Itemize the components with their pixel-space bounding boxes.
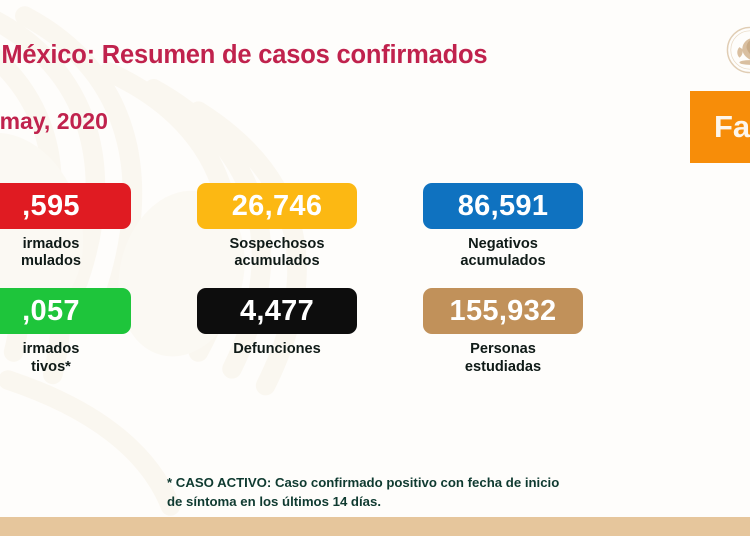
stat-pill: ,595 — [0, 183, 131, 229]
phase-badge-label: Fas — [714, 109, 750, 144]
stat-pill: 4,477 — [197, 288, 357, 335]
mexican-eagle-seal-icon — [726, 26, 750, 74]
stat-label: Personas estudiadas — [464, 341, 542, 375]
bottom-accent-bar — [0, 517, 750, 536]
stat-value: 26,746 — [231, 189, 323, 222]
stat-value: 4,477 — [239, 294, 315, 327]
page-title: D-19 México: Resumen de casos confirmado… — [0, 41, 488, 69]
stat-card-confirmados-activos: ,057 irmados tivos* — [0, 288, 164, 375]
stat-label: Sospechosos acumulados — [229, 236, 325, 270]
stat-pill: 26,746 — [197, 183, 357, 229]
salud-logo: SA SECRE — [726, 26, 750, 74]
page-subtitle: o – 14 may, 2020 — [0, 108, 108, 134]
stat-label: irmados mulados — [20, 236, 81, 270]
stat-card-defunciones: 4,477 Defunciones — [164, 288, 390, 375]
stat-pill: 155,932 — [423, 288, 583, 335]
stat-value: ,595 — [22, 189, 80, 222]
stat-card-row: ,057 irmados tivos* 4,477 Defunciones 15… — [0, 288, 618, 375]
stat-cards: ,595 irmados mulados 26,746 Sospechosos … — [0, 183, 618, 394]
footnote-line-1: * CASO ACTIVO: Caso confirmado positivo … — [167, 475, 560, 490]
stat-pill: ,057 — [0, 288, 131, 335]
stat-label: Defunciones — [233, 341, 321, 358]
stat-card-personas-estudiadas: 155,932 Personas estudiadas — [390, 288, 616, 375]
stat-value: 86,591 — [457, 189, 549, 222]
stat-label: irmados tivos* — [22, 341, 80, 375]
stat-label: Negativos acumulados — [460, 236, 546, 270]
stat-card-confirmados-acumulados: ,595 irmados mulados — [0, 183, 164, 270]
stat-value: 155,932 — [449, 294, 557, 327]
phase-badge: Fas — [690, 91, 750, 163]
stat-card-sospechosos-acumulados: 26,746 Sospechosos acumulados — [164, 183, 390, 270]
stat-pill: 86,591 — [423, 183, 583, 229]
footnote: * CASO ACTIVO: Caso confirmado positivo … — [167, 474, 587, 511]
stat-card-negativos-acumulados: 86,591 Negativos acumulados — [390, 183, 616, 270]
stat-card-row: ,595 irmados mulados 26,746 Sospechosos … — [0, 183, 618, 270]
footnote-line-2: de síntoma en los últimos 14 días. — [167, 493, 381, 509]
stat-value: ,057 — [22, 294, 80, 327]
